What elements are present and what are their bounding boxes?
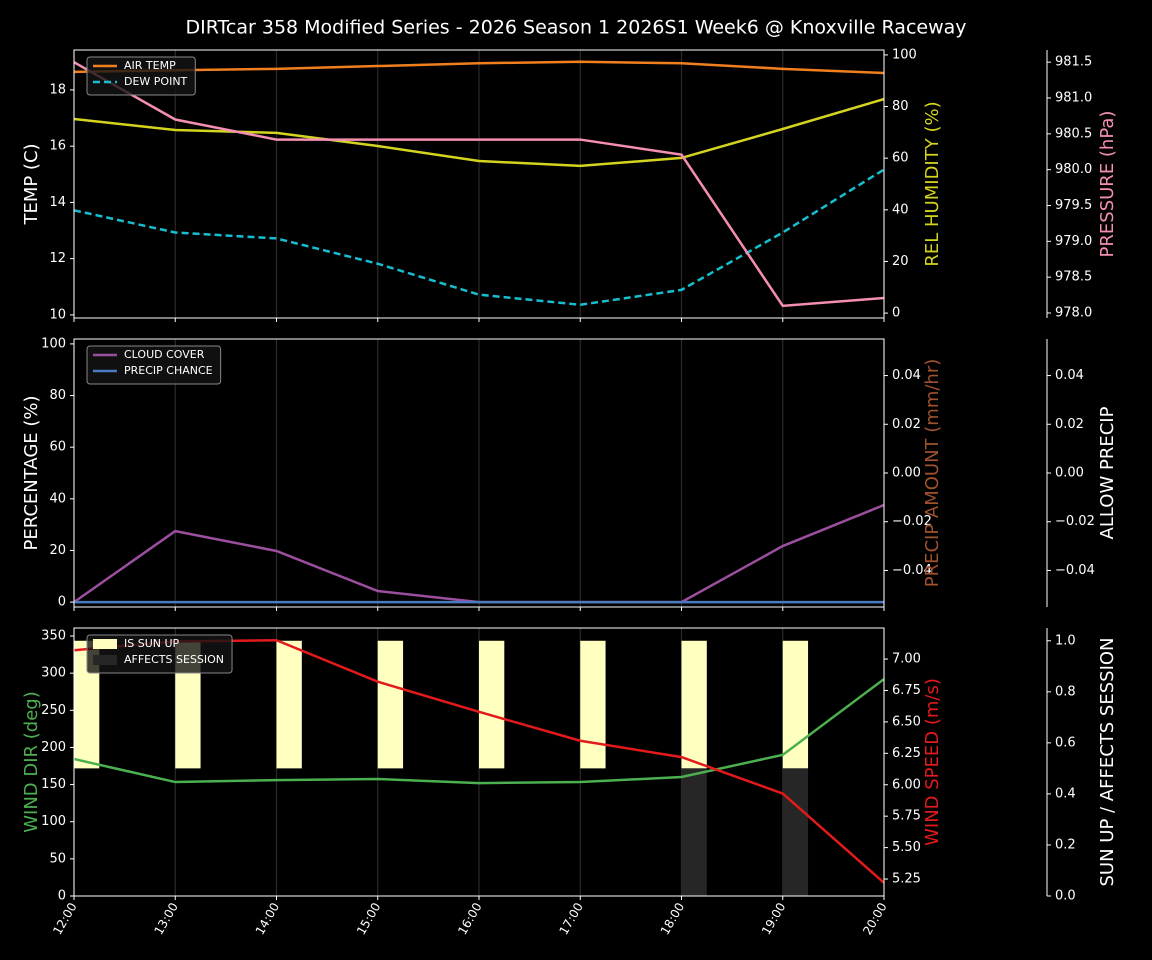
bar <box>580 640 606 769</box>
y2-tick-label: 80 <box>892 99 909 114</box>
y-tick-label: 350 <box>41 629 66 644</box>
legend-label: AIR TEMP <box>124 59 176 72</box>
y3-tick-label: −0.04 <box>1055 563 1095 578</box>
y2-tick-label: 6.50 <box>892 714 921 729</box>
y3-tick-label: 980.0 <box>1055 162 1092 177</box>
y3-axis-label: PRESSURE (hPa) <box>1097 111 1118 258</box>
bar <box>681 768 707 896</box>
y-tick-label: 20 <box>49 543 66 558</box>
bar <box>681 640 707 769</box>
y-axis-label: WIND DIR (deg) <box>21 691 42 833</box>
series-line <box>74 168 884 307</box>
y3-tick-label: 981.5 <box>1055 55 1092 70</box>
series-line <box>74 61 884 308</box>
y2-axis-label: PRECIP AMOUNT (mm/hr) <box>922 359 943 588</box>
y2-tick-label: 0.00 <box>892 466 921 481</box>
legend-box <box>86 345 222 385</box>
plot-area <box>74 503 884 604</box>
y-tick-label: 10 <box>49 307 66 322</box>
legend-swatch <box>93 639 117 649</box>
y-tick-label: 100 <box>41 336 66 351</box>
y2-tick-label: 6.25 <box>892 746 921 761</box>
y2-tick-label: 5.25 <box>892 872 921 887</box>
y-tick-label: 80 <box>49 388 66 403</box>
y3-tick-label: 0.02 <box>1055 417 1084 432</box>
y2-tick-label: 0.04 <box>892 368 921 383</box>
bar <box>782 640 809 769</box>
y-tick-label: 100 <box>41 814 66 829</box>
y-tick-label: 16 <box>49 139 66 154</box>
chart-title: DIRTcar 358 Modified Series - 2026 Seaso… <box>185 17 966 39</box>
y3-axis-label: SUN UP / AFFECTS SESSION <box>1097 637 1118 886</box>
bar <box>782 768 809 896</box>
y2-tick-label: 60 <box>892 151 909 166</box>
y3-tick-label: 0.04 <box>1055 368 1084 383</box>
y2-tick-label: 40 <box>892 202 909 217</box>
y2-tick-label: 6.75 <box>892 683 921 698</box>
legend-swatch <box>93 655 117 665</box>
y-axis-label: PERCENTAGE (%) <box>21 395 42 550</box>
y3-tick-label: 979.0 <box>1055 234 1092 249</box>
series-line <box>74 678 884 785</box>
y3-tick-label: −0.02 <box>1055 514 1095 529</box>
y3-tick-label: 981.0 <box>1055 91 1092 106</box>
y-tick-label: 200 <box>41 740 66 755</box>
legend: IS SUN UP AFFECTS SESSION <box>86 634 233 674</box>
bar <box>276 640 302 769</box>
legend-label: CLOUD COVER <box>124 348 205 361</box>
y2-tick-label: 20 <box>892 254 909 269</box>
y3-tick-label: 0.00 <box>1055 466 1084 481</box>
y-tick-label: 50 <box>49 851 66 866</box>
legend-label: IS SUN UP <box>124 637 180 650</box>
axes-frame <box>73 627 885 897</box>
series-line <box>74 60 884 75</box>
y2-axis-label: WIND SPEED (m/s) <box>922 678 943 846</box>
y3-tick-label: 0.2 <box>1055 837 1076 852</box>
y2-tick-label: 0.02 <box>892 417 921 432</box>
y2-tick-label: 7.00 <box>892 652 921 667</box>
y-axis-label: TEMP (C) <box>21 143 42 225</box>
plot-area <box>74 60 884 308</box>
bar <box>377 640 404 769</box>
y3-tick-label: 980.5 <box>1055 126 1092 141</box>
y-tick-label: 12 <box>49 251 66 266</box>
y-tick-label: 14 <box>49 195 66 210</box>
y3-tick-label: 1.0 <box>1055 633 1076 648</box>
y2-tick-label: 100 <box>892 47 917 62</box>
y2-tick-label: 5.75 <box>892 809 921 824</box>
y3-tick-label: 0.0 <box>1055 889 1076 904</box>
y-tick-label: 250 <box>41 703 66 718</box>
bar <box>479 640 505 769</box>
y3-tick-label: 979.5 <box>1055 198 1092 213</box>
y-tick-label: 40 <box>49 491 66 506</box>
y3-tick-label: 0.8 <box>1055 684 1076 699</box>
y2-tick-label: 6.00 <box>892 777 921 792</box>
y2-tick-label: 0 <box>892 306 900 321</box>
legend-label: PRECIP CHANCE <box>124 364 213 377</box>
y2-tick-label: −0.04 <box>892 563 932 578</box>
legend-label: DEW POINT <box>124 75 188 88</box>
y3-tick-label: 0.4 <box>1055 786 1076 801</box>
y3-tick-label: 0.6 <box>1055 735 1076 750</box>
legend-label: AFFECTS SESSION <box>124 653 224 666</box>
axes-frame <box>73 49 885 319</box>
y3-axis-label: ALLOW PRECIP <box>1097 406 1118 539</box>
legend: CLOUD COVER PRECIP CHANCE <box>86 345 222 385</box>
y2-tick-label: −0.02 <box>892 514 932 529</box>
legend: AIR TEMP DEW POINT <box>86 56 196 96</box>
y-tick-label: 150 <box>41 777 66 792</box>
y-tick-label: 0 <box>58 595 66 610</box>
y-tick-label: 300 <box>41 666 66 681</box>
y3-tick-label: 978.0 <box>1055 305 1092 320</box>
legend-box <box>86 634 233 674</box>
y-tick-label: 0 <box>58 889 66 904</box>
y-tick-label: 60 <box>49 440 66 455</box>
y2-axis-label: REL HUMIDITY (%) <box>922 101 943 266</box>
y3-tick-label: 978.5 <box>1055 270 1092 285</box>
y2-tick-label: 5.50 <box>892 840 921 855</box>
series-line <box>74 97 884 168</box>
y-tick-label: 18 <box>49 82 66 97</box>
